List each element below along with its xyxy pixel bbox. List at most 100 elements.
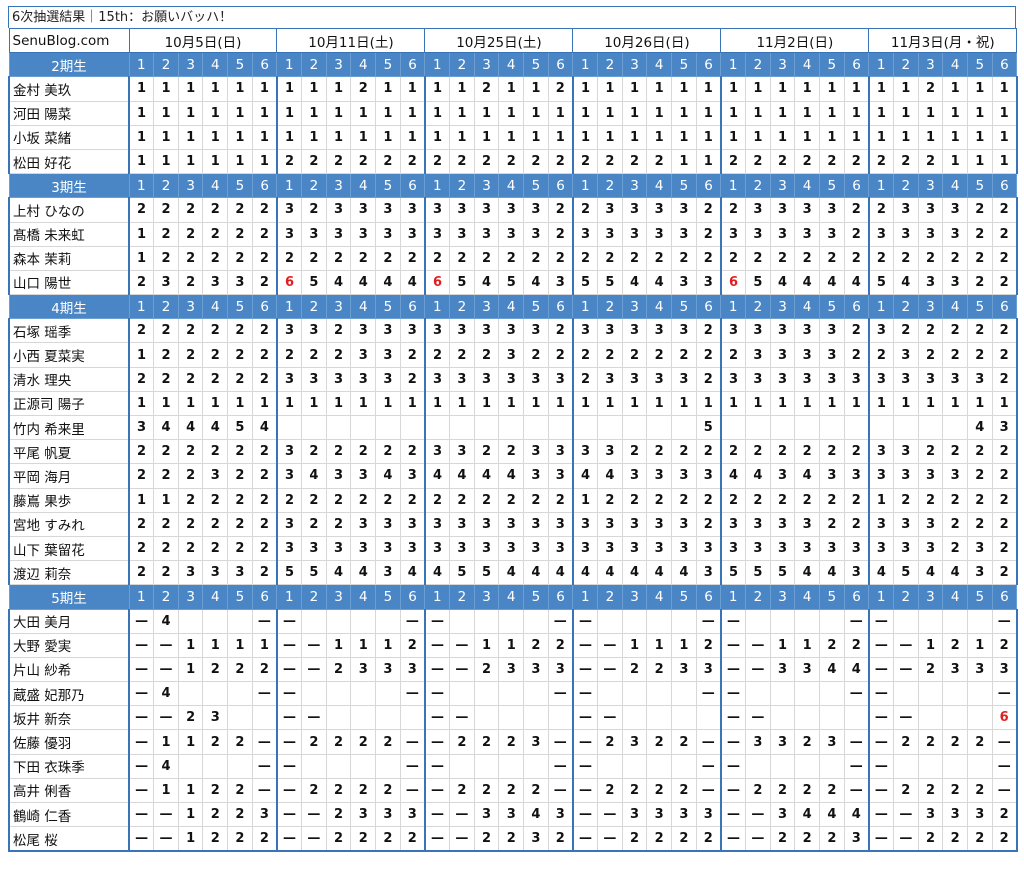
result-cell: 3 <box>547 535 574 562</box>
result-cell: 1 <box>991 100 1018 126</box>
result-cell: 1 <box>843 100 870 126</box>
result-cell <box>769 705 796 731</box>
slot-number: 2 <box>745 173 771 199</box>
result-cell: 2 <box>942 826 968 853</box>
result-cell: 2 <box>350 439 377 465</box>
result-cell: — <box>275 632 303 658</box>
result-cell: 3 <box>523 197 549 223</box>
member-row: 清水 理央 2 2 2 2 2 2 3 3 3 3 3 2 3 3 3 3 3 3 2 3 3 3 3 2 3 3 3 3 3 3 3 3 3 3 3… <box>8 366 1018 392</box>
result-cell: 2 <box>695 221 722 247</box>
result-cell: 3 <box>719 511 747 537</box>
result-cell: 1 <box>227 148 253 175</box>
result-cell: 1 <box>867 124 894 150</box>
result-cell: — <box>251 681 278 707</box>
group-header-row: 4期生 1 2 3 4 5 6 1 2 3 4 5 6 1 2 3 4 5 6 1 2 3 4 5 6 1 2 3 4 5 6 1 2 3 4 5 6 <box>8 294 1018 320</box>
result-cell: 3 <box>350 342 377 368</box>
slot-number: 5 <box>966 173 993 199</box>
result-cell: 2 <box>202 801 229 828</box>
result-cell: 1 <box>128 390 155 417</box>
result-cell: 2 <box>966 197 993 223</box>
result-cell: 5 <box>301 560 327 586</box>
result-cell: 1 <box>769 390 796 417</box>
result-cell: 3 <box>498 221 525 247</box>
result-cell: — <box>547 777 574 804</box>
member-row: 宮地 すみれ 2 2 2 2 2 2 3 2 2 3 3 3 3 3 3 3 3 3 3 3 3 3 3 2 3 3 3 3 2 2 3 3 3 2… <box>8 511 1018 537</box>
result-cell <box>473 681 500 707</box>
result-cell <box>745 753 771 779</box>
slot-number: 2 <box>449 294 475 320</box>
slot-number: 2 <box>597 52 623 78</box>
result-cell: 2 <box>671 729 697 755</box>
result-cell: 2 <box>128 560 155 586</box>
result-cell: 1 <box>671 148 697 175</box>
result-cell <box>399 705 426 731</box>
result-cell: 1 <box>745 124 771 150</box>
result-cell: 2 <box>251 535 278 562</box>
result-cell: 3 <box>646 366 673 392</box>
result-cell: 2 <box>671 826 697 853</box>
result-cell: — <box>423 826 451 853</box>
result-cell: 3 <box>892 439 919 465</box>
result-cell: 2 <box>423 245 451 271</box>
result-cell: 3 <box>942 269 968 296</box>
slot-number: 4 <box>202 584 229 610</box>
result-cell: 2 <box>843 632 870 658</box>
result-cell: 2 <box>275 148 303 175</box>
member-row: 坂井 新奈 — —2 3— — — — — — — — — —6 <box>8 705 1018 731</box>
result-cell: 2 <box>843 197 870 223</box>
result-cell: 2 <box>597 148 623 175</box>
result-cell <box>449 681 475 707</box>
result-cell: — <box>275 681 303 707</box>
result-cell: 6 <box>719 269 747 296</box>
member-row: 森本 茉莉 1 2 2 2 2 2 2 2 2 2 2 2 2 2 2 2 2 2 2 2 2 2 2 2 2 2 2 2 2 2 2 2 2 2 2… <box>8 245 1018 271</box>
result-cell: 1 <box>794 124 821 150</box>
result-cell: — <box>571 826 599 853</box>
result-cell: 3 <box>892 342 919 368</box>
result-cell: — <box>301 656 327 683</box>
result-cell: 2 <box>819 777 845 804</box>
result-cell: 3 <box>375 221 401 247</box>
slot-number: 2 <box>745 294 771 320</box>
result-cell: 2 <box>498 439 525 465</box>
result-cell: 2 <box>917 342 944 368</box>
result-cell: 3 <box>498 342 525 368</box>
slot-number: 3 <box>621 52 648 78</box>
result-cell <box>473 705 500 731</box>
slot-number: 1 <box>128 584 155 610</box>
slot-number: 4 <box>942 52 968 78</box>
result-cell: 3 <box>523 729 549 755</box>
result-cell: 2 <box>547 221 574 247</box>
result-cell: 2 <box>177 221 204 247</box>
result-cell: 1 <box>794 76 821 102</box>
result-cell: 3 <box>350 318 377 344</box>
result-cell: 3 <box>621 366 648 392</box>
member-row: 山口 陽世 2 3 2 3 3 2 6 5 4 4 4 4 6 5 4 5 4 3 5 5 4 4 3 3 6 5 4 4 4 4 5 4 3 3 2… <box>8 269 1018 296</box>
result-cell: 4 <box>892 269 919 296</box>
result-cell: 3 <box>621 197 648 223</box>
result-cell: 1 <box>597 76 623 102</box>
date-header: 10月11日(土) <box>276 27 426 54</box>
slot-number: 3 <box>769 294 796 320</box>
result-cell: 2 <box>991 221 1018 247</box>
result-cell: 2 <box>498 245 525 271</box>
result-cell: 2 <box>350 777 377 804</box>
result-cell: 2 <box>966 245 993 271</box>
result-cell: 4 <box>523 801 549 828</box>
result-cell <box>202 681 229 707</box>
result-cell: 1 <box>153 729 179 755</box>
result-cell: 1 <box>892 100 919 126</box>
result-cell: 3 <box>769 801 796 828</box>
result-cell: 1 <box>769 100 796 126</box>
result-cell: 1 <box>671 390 697 417</box>
result-cell: 2 <box>991 439 1018 465</box>
result-cell: 2 <box>942 535 968 562</box>
result-cell: 1 <box>423 124 451 150</box>
result-cell: 4 <box>794 560 821 586</box>
result-cell: 2 <box>991 269 1018 296</box>
result-cell: 2 <box>325 729 352 755</box>
result-cell: 1 <box>917 390 944 417</box>
result-cell: 4 <box>375 269 401 296</box>
result-cell: 3 <box>547 511 574 537</box>
result-cell: — <box>991 729 1018 755</box>
result-cell: 4 <box>966 414 993 441</box>
